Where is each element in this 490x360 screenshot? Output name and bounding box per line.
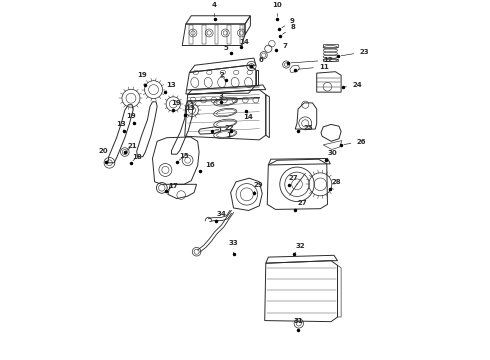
Text: 18: 18 bbox=[132, 154, 142, 161]
Text: 31: 31 bbox=[293, 318, 303, 330]
Text: 14: 14 bbox=[244, 114, 253, 120]
Text: 13: 13 bbox=[185, 105, 196, 116]
Text: 30: 30 bbox=[326, 150, 338, 160]
Text: 13: 13 bbox=[166, 82, 176, 92]
Text: 19: 19 bbox=[172, 100, 181, 110]
Text: 3: 3 bbox=[218, 93, 223, 99]
Text: 11: 11 bbox=[298, 64, 329, 70]
Text: 20: 20 bbox=[98, 148, 108, 159]
Text: 22: 22 bbox=[215, 125, 234, 131]
Text: 32: 32 bbox=[294, 243, 305, 253]
Text: 21: 21 bbox=[127, 143, 137, 150]
Text: 13: 13 bbox=[116, 121, 126, 131]
Text: 28: 28 bbox=[330, 179, 341, 189]
Text: 7: 7 bbox=[276, 43, 287, 50]
Text: 33: 33 bbox=[229, 240, 239, 253]
Text: 17: 17 bbox=[168, 183, 178, 190]
Text: 12: 12 bbox=[291, 57, 333, 63]
Text: 1: 1 bbox=[226, 131, 231, 138]
Text: 8: 8 bbox=[282, 24, 295, 34]
Text: 26: 26 bbox=[344, 139, 366, 145]
Text: 5: 5 bbox=[223, 45, 231, 53]
Text: 15: 15 bbox=[179, 153, 189, 160]
Text: 25: 25 bbox=[298, 125, 313, 131]
Text: 19: 19 bbox=[126, 113, 136, 123]
Text: 19: 19 bbox=[138, 72, 147, 85]
Text: 10: 10 bbox=[272, 2, 282, 17]
Text: 16: 16 bbox=[200, 162, 215, 171]
Text: 34: 34 bbox=[216, 211, 226, 221]
Text: 29: 29 bbox=[253, 183, 263, 193]
Text: 24: 24 bbox=[345, 82, 362, 87]
Text: 27: 27 bbox=[295, 200, 307, 211]
Text: 4: 4 bbox=[212, 2, 217, 17]
Text: 14: 14 bbox=[239, 39, 249, 46]
Text: 6: 6 bbox=[254, 57, 264, 64]
Text: 2: 2 bbox=[220, 72, 225, 78]
Text: 9: 9 bbox=[282, 18, 295, 28]
Text: 23: 23 bbox=[341, 49, 369, 56]
Text: 27: 27 bbox=[288, 175, 298, 185]
